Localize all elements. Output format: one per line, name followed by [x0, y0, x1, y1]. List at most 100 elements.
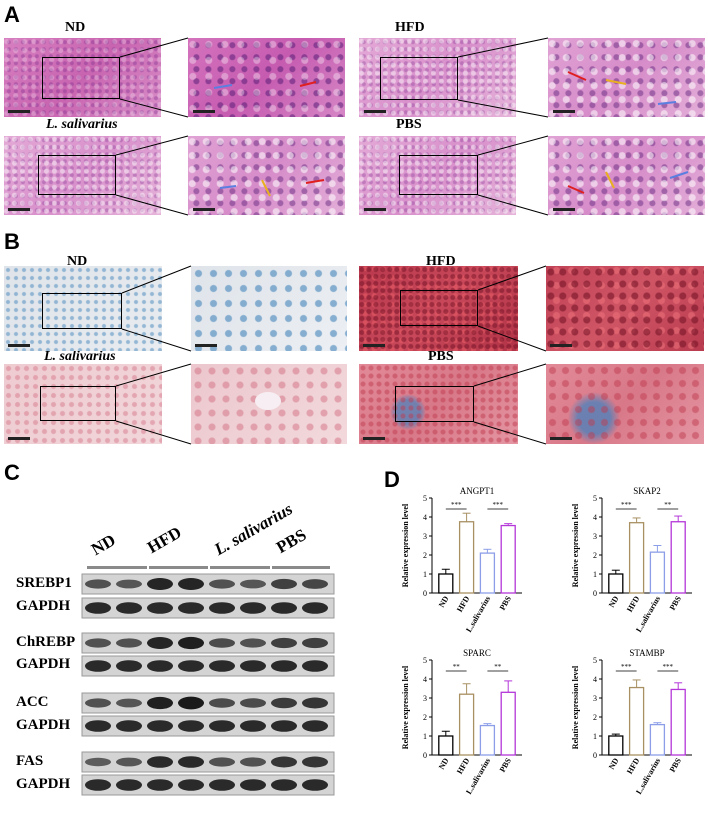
y-axis-label: Relative expression level: [401, 665, 410, 749]
y-tick-label: 4: [593, 513, 597, 522]
label-b-lsal: L. salivarius: [44, 349, 116, 364]
oro-lsal-zoom: [191, 364, 347, 444]
blot-band: [178, 578, 204, 590]
blot-band: [116, 638, 142, 648]
bar-l-salivarius: [479, 552, 496, 594]
y-axis-label: Relative expression level: [571, 665, 580, 749]
blot-band: [302, 602, 328, 614]
blot-band: [116, 698, 142, 708]
blot-band: [178, 602, 204, 614]
blot-band: [271, 697, 297, 709]
y-tick-label: 0: [593, 589, 597, 598]
y-tick-label: 2: [423, 551, 427, 560]
blot-band: [240, 698, 266, 708]
blot-band: [271, 756, 297, 768]
blot-band: [240, 779, 266, 791]
oro-hfd-overview: [359, 266, 518, 351]
bar-nd: [608, 735, 624, 756]
label-a-lsal: L. salivarius: [46, 117, 118, 132]
blot-band: [271, 637, 297, 649]
blot-band: [178, 660, 204, 672]
blot-band: [240, 638, 266, 648]
blot-band: [240, 602, 266, 614]
blot-band: [178, 779, 204, 791]
y-tick-label: 4: [423, 513, 427, 522]
blot-band: [302, 637, 328, 649]
blot-band: [147, 578, 173, 590]
oro-lsal-overview: [4, 364, 162, 444]
blot-band: [302, 579, 328, 589]
panel-label-b: B: [4, 229, 20, 254]
he-hfd-overview: [359, 38, 516, 117]
blot-band: [209, 720, 235, 732]
scale-bar: [553, 110, 575, 113]
blot-band: [85, 638, 111, 648]
blot-band: [178, 636, 204, 650]
blot-band: [147, 720, 173, 732]
blot-label-gapdh: GAPDH: [16, 717, 71, 733]
label-b-hfd: HFD: [426, 254, 456, 269]
blot-band: [147, 637, 173, 649]
y-tick-label: 2: [423, 713, 427, 722]
scale-bar: [8, 110, 30, 113]
oro-nd-zoom: [191, 266, 347, 351]
blot-strip: [81, 573, 335, 595]
inset-box: [42, 293, 122, 329]
scale-bar: [550, 437, 572, 440]
blot-band: [147, 602, 173, 614]
bar-hfd: [458, 521, 475, 594]
blot-band: [209, 602, 235, 614]
chart-stambp: STAMBP 0 1 2 3 4 5 Relative expression level ND H…: [571, 648, 692, 796]
blot-strip: [81, 751, 335, 773]
blot-band: [209, 638, 235, 648]
oro-pbs-zoom: [546, 364, 704, 444]
x-tick-label: PBS: [668, 756, 683, 774]
label-b-nd: ND: [67, 254, 88, 269]
x-tick-label: ND: [607, 756, 621, 771]
significance-stars: **: [494, 663, 502, 671]
label-a-pbs: PBS: [396, 117, 422, 132]
oro-nd-overview: [4, 266, 162, 351]
blot-band: [302, 660, 328, 672]
blot-band: [271, 660, 297, 672]
bar-nd: [438, 735, 454, 756]
blot-strip: [81, 692, 335, 714]
significance-stars: ***: [621, 501, 632, 509]
bar-nd: [608, 573, 624, 594]
blot-band: [209, 660, 235, 672]
chart-angpt1: ANGPT1 0 1 2 3 4 5 Relative expression level ND H…: [401, 486, 522, 634]
scale-bar: [550, 344, 572, 347]
chart-title: STAMBP: [629, 648, 664, 658]
panel-label-d: D: [384, 467, 400, 492]
lane-bar: [149, 566, 208, 569]
blot-strip: [81, 597, 335, 619]
y-tick-label: 4: [423, 675, 427, 684]
panel-label-c: C: [4, 460, 20, 485]
y-tick-label: 1: [423, 570, 427, 579]
significance-stars: ***: [451, 501, 462, 509]
inset-box: [399, 155, 478, 195]
blot-band: [209, 779, 235, 791]
y-axis-label: Relative expression level: [571, 503, 580, 587]
bar-hfd: [458, 693, 475, 756]
blot-band: [85, 779, 111, 791]
blot-label-acc: ACC: [16, 694, 49, 710]
bar-nd: [438, 573, 454, 594]
label-a-nd: ND: [65, 20, 86, 35]
blot-strip: [81, 774, 335, 796]
y-tick-label: 5: [593, 494, 597, 503]
x-tick-label: PBS: [668, 594, 683, 612]
blot-band: [209, 579, 235, 589]
he-lsal-zoom: [188, 136, 345, 215]
blot-band: [147, 696, 173, 710]
inset-box: [40, 386, 116, 421]
blot-band: [116, 779, 142, 791]
blot-band: [271, 578, 297, 590]
scale-bar: [8, 437, 30, 440]
y-tick-label: 3: [423, 694, 427, 703]
y-tick-label: 3: [423, 532, 427, 541]
inset-box: [42, 57, 120, 99]
blot-band: [85, 698, 111, 708]
blot-band: [147, 779, 173, 791]
blot-band: [116, 757, 142, 767]
